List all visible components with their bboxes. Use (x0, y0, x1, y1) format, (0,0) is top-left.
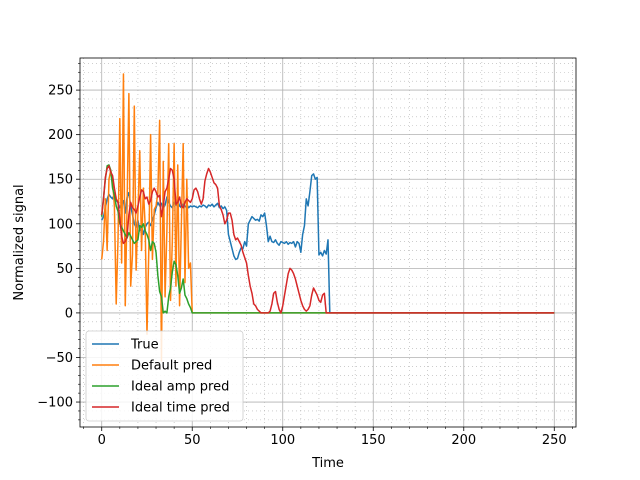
series-line-default-pred (100, 73, 555, 362)
y-tick-label: −100 (37, 396, 73, 411)
y-tick-label: 250 (48, 84, 73, 99)
y-tick-label: 0 (65, 306, 73, 321)
x-tick-label: 100 (270, 433, 295, 448)
minor-grid (80, 58, 576, 427)
axis-ticks (76, 63, 573, 431)
legend-box (85, 330, 244, 422)
y-tick-label: 150 (48, 173, 73, 188)
y-axis-label: Normalized signal (12, 184, 27, 300)
axis-tick-labels: 0 50 100 150 200 250 −100 −50 0 50 100 150 200 250 (37, 84, 566, 448)
legend-entry: Default pred (131, 359, 212, 374)
x-tick-label: 50 (184, 433, 201, 448)
legend: True Default pred Ideal amp pred Ideal time… (85, 330, 244, 422)
legend-entry: True (130, 338, 159, 353)
x-tick-label: 0 (98, 433, 106, 448)
y-tick-label: 200 (48, 128, 73, 143)
y-tick-label: 50 (56, 262, 73, 277)
axes-frame (79, 57, 577, 428)
x-axis-label: Time (311, 456, 344, 471)
legend-entry: Ideal amp pred (131, 380, 229, 395)
x-tick-label: 150 (361, 433, 386, 448)
legend-entry: Ideal time pred (131, 401, 230, 416)
series-layer (100, 73, 555, 362)
x-tick-label: 250 (542, 433, 567, 448)
series-line-ideal-time-pred (100, 165, 555, 314)
y-tick-label: −50 (46, 351, 73, 366)
y-tick-label: 100 (48, 217, 73, 232)
x-tick-label: 200 (451, 433, 476, 448)
